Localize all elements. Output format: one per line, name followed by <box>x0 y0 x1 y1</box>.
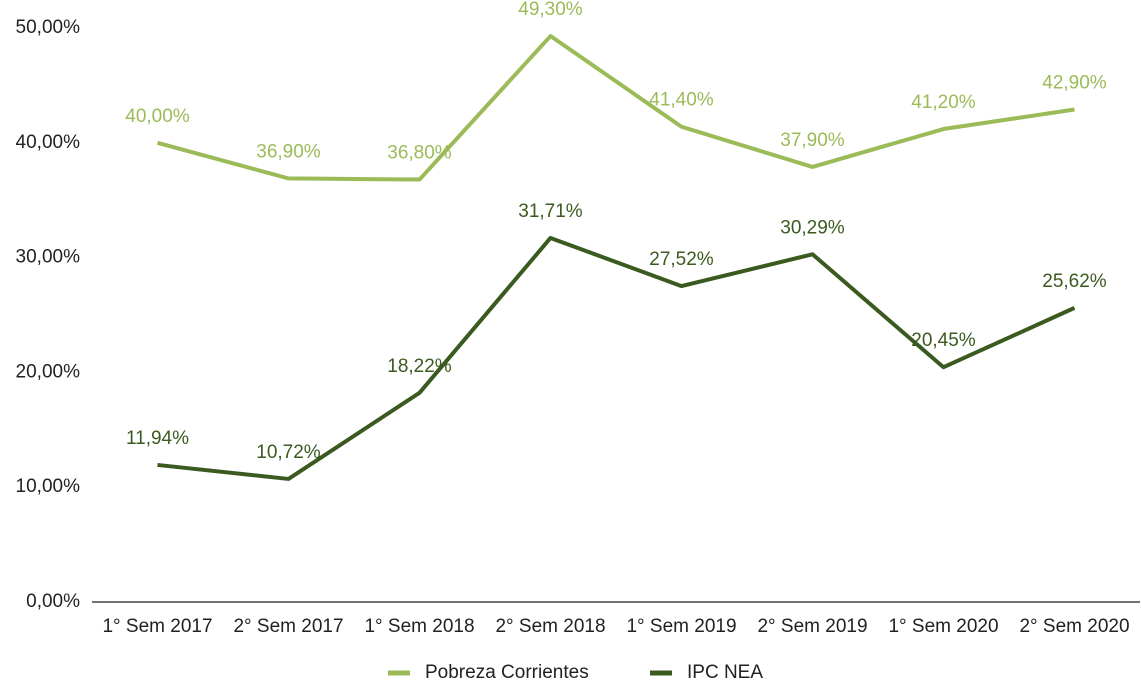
data-label: 42,90% <box>1042 73 1107 94</box>
legend-label: IPC NEA <box>687 662 763 683</box>
data-label: 27,52% <box>649 249 714 270</box>
x-tick-label: 2° Sem 2018 <box>495 616 605 637</box>
x-tick-label: 2° Sem 2019 <box>757 616 867 637</box>
data-label: 49,30% <box>518 0 583 20</box>
series-line <box>156 34 1075 182</box>
data-label: 40,00% <box>125 106 190 127</box>
x-tick-label: 1° Sem 2017 <box>102 616 212 637</box>
y-tick-label: 50,00% <box>16 17 81 38</box>
x-tick-label: 1° Sem 2018 <box>364 616 474 637</box>
series-line <box>157 235 1076 481</box>
y-tick-label: 40,00% <box>16 132 81 153</box>
y-tick-label: 0,00% <box>26 591 80 612</box>
data-label: 36,80% <box>387 143 452 164</box>
data-label: 11,94% <box>126 428 189 449</box>
data-label: 41,40% <box>649 90 714 111</box>
x-tick-label: 2° Sem 2017 <box>233 616 343 637</box>
data-label: 31,71% <box>518 201 583 222</box>
data-label: 25,62% <box>1042 271 1107 292</box>
data-label: 10,72% <box>256 442 321 463</box>
data-label: 20,45% <box>911 330 976 351</box>
data-label: 37,90% <box>780 130 845 151</box>
y-tick-label: 30,00% <box>16 247 81 268</box>
y-tick-label: 10,00% <box>16 476 81 497</box>
legend-label: Pobreza Corrientes <box>425 662 589 683</box>
x-tick-label: 1° Sem 2020 <box>888 616 998 637</box>
x-tick-label: 2° Sem 2020 <box>1019 616 1129 637</box>
data-label: 36,90% <box>256 141 321 162</box>
data-label: 18,22% <box>387 356 452 377</box>
data-label: 30,29% <box>780 217 845 238</box>
x-tick-label: 1° Sem 2019 <box>626 616 736 637</box>
data-label: 41,20% <box>911 92 976 113</box>
y-tick-label: 20,00% <box>16 361 81 382</box>
